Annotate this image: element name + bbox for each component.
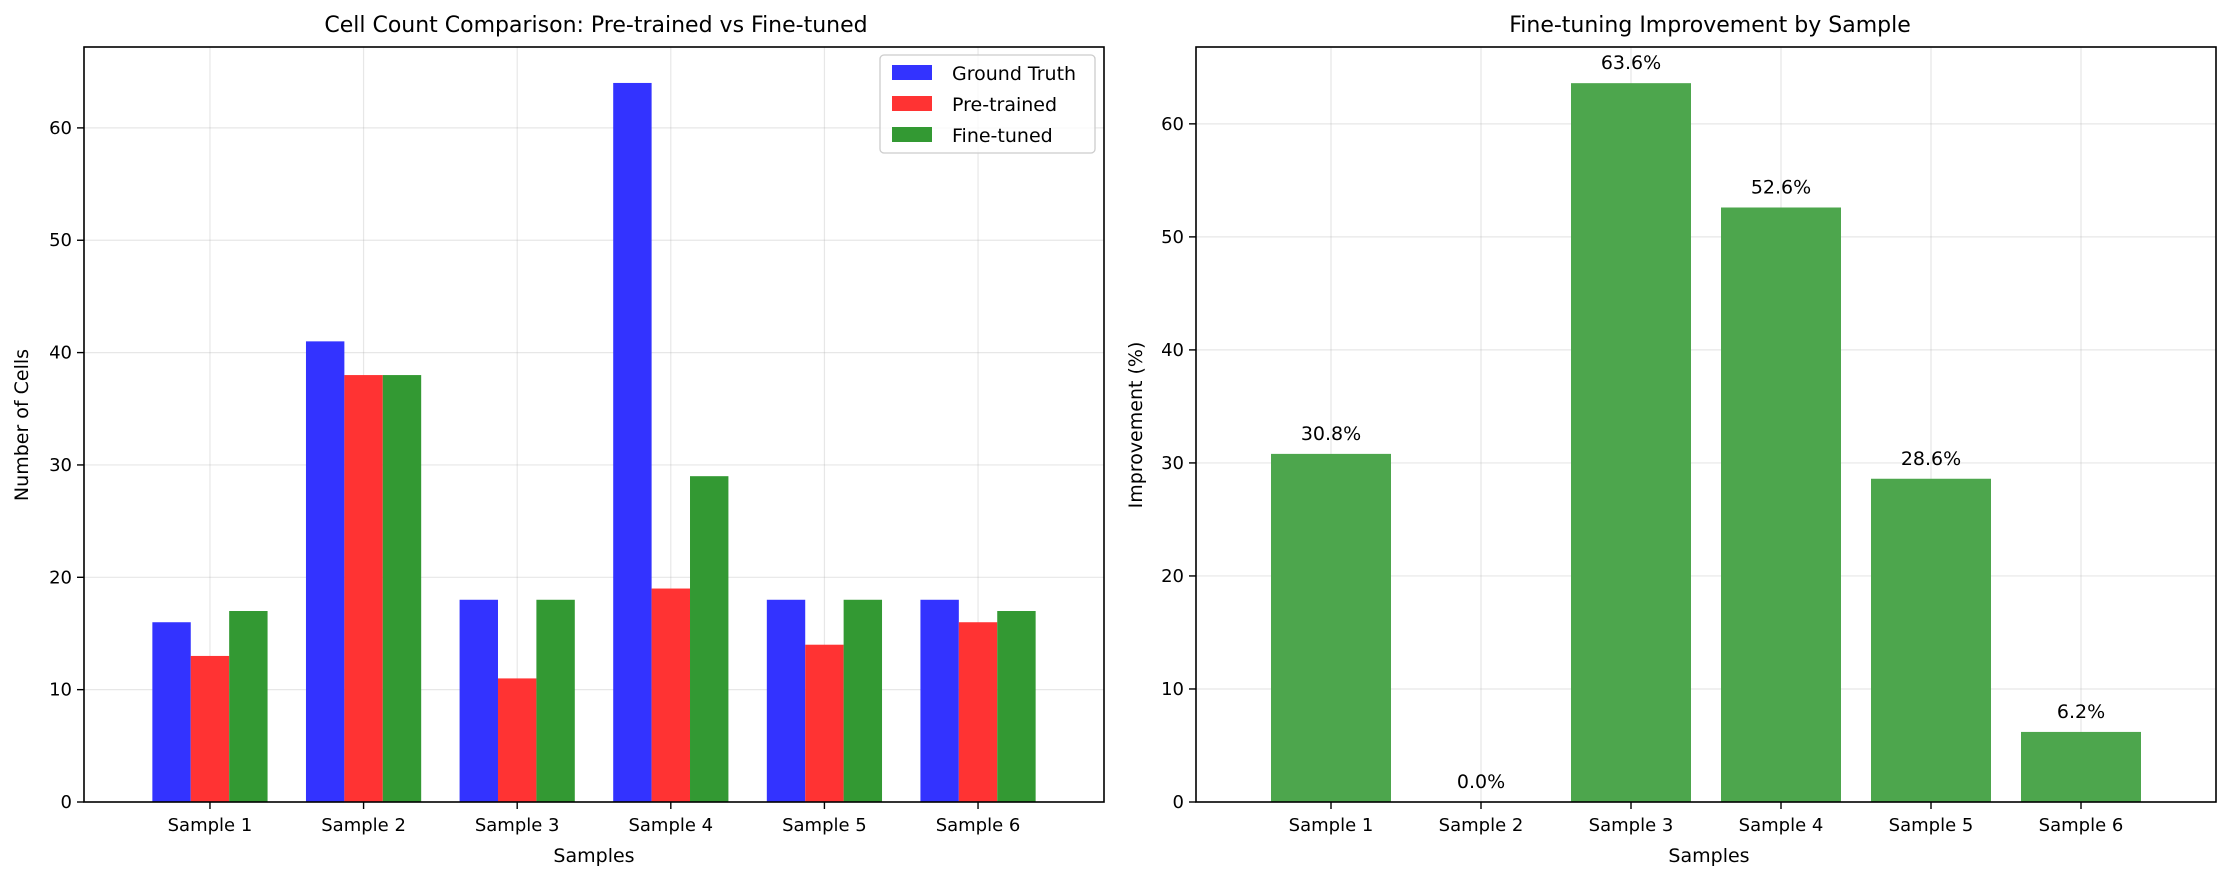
bar-improvement-sample-3 [1571, 83, 1691, 802]
y-tick-label: 50 [1161, 227, 1184, 248]
x-tick-label: Sample 6 [2039, 815, 2124, 836]
cell-count-chart: Cell Count Comparison: Pre-trained vs Fi… [11, 13, 1105, 867]
data-label-sample-1: 30.8% [1301, 423, 1361, 445]
bar-pre-trained-sample-5 [805, 644, 844, 802]
bar-ground-truth-sample-6 [920, 599, 959, 802]
data-label-sample-3: 63.6% [1601, 52, 1661, 74]
data-label-sample-6: 6.2% [2057, 701, 2105, 723]
y-tick-label: 0 [1173, 792, 1184, 813]
y-tick-label: 30 [1161, 453, 1184, 474]
bar-fine-tuned-sample-1 [229, 611, 268, 802]
bar-ground-truth-sample-5 [766, 599, 806, 802]
bar-improvement-sample-5 [1871, 478, 1991, 802]
bar-ground-truth-sample-1 [152, 622, 191, 802]
bar-pre-trained-sample-6 [958, 622, 998, 802]
bar-fine-tuned-sample-3 [536, 599, 575, 802]
bar-improvement-sample-1 [1271, 453, 1391, 802]
data-label-sample-4: 52.6% [1751, 176, 1811, 198]
y-tick-label: 40 [1161, 340, 1184, 361]
y-tick-label: 0 [61, 792, 72, 813]
x-axis-ticks: Sample 1 Sample 2 Sample 3 Sample 4 Sample 5… [168, 802, 1021, 836]
x-axis-label: Samples [553, 845, 634, 867]
y-axis-ticks: 0 10 20 30 40 50 60 [1161, 114, 1196, 813]
plot-area-frame [1195, 46, 2217, 803]
y-axis-label: Improvement (%) [1125, 342, 1147, 509]
bar-improvement-sample-6 [2021, 731, 2141, 802]
legend-label-fine-tuned: Fine-tuned [952, 125, 1053, 147]
data-labels: 30.8% 0.0% 63.6% 52.6% 28.6% 6.2% [1301, 52, 2105, 793]
x-tick-label: Sample 6 [936, 815, 1021, 836]
bars [1271, 83, 2141, 802]
x-tick-label: Sample 3 [475, 815, 560, 836]
y-tick-label: 10 [49, 680, 72, 701]
y-tick-label: 20 [49, 567, 72, 588]
x-tick-label: Sample 4 [1739, 815, 1824, 836]
legend-label-pre-trained: Pre-trained [952, 94, 1057, 116]
data-label-sample-2: 0.0% [1457, 771, 1505, 793]
bar-fine-tuned-sample-5 [843, 599, 883, 802]
x-axis-label: Samples [1668, 845, 1749, 867]
legend-swatch-pre-trained [892, 96, 932, 111]
y-tick-label: 20 [1161, 566, 1184, 587]
bar-ground-truth-sample-3 [459, 599, 498, 802]
x-tick-label: Sample 5 [1889, 815, 1974, 836]
y-axis-label: Number of Cells [11, 349, 33, 501]
x-axis-ticks: Sample 1 Sample 2 Sample 3 Sample 4 Sample 5… [1289, 802, 2124, 836]
legend-label-ground-truth: Ground Truth [952, 63, 1076, 85]
bar-pre-trained-sample-4 [651, 588, 691, 802]
bars [152, 82, 1036, 802]
x-tick-label: Sample 4 [628, 815, 713, 836]
bar-pre-trained-sample-3 [497, 678, 537, 802]
y-tick-label: 10 [1161, 679, 1184, 700]
bar-pre-trained-sample-1 [190, 655, 230, 802]
bar-ground-truth-sample-4 [613, 82, 652, 802]
data-label-sample-5: 28.6% [1901, 448, 1961, 470]
legend-frame [879, 54, 1096, 154]
chart-title: Fine-tuning Improvement by Sample [1509, 13, 1911, 38]
bar-improvement-sample-4 [1721, 207, 1841, 802]
legend-swatch-fine-tuned [892, 127, 932, 142]
y-tick-label: 30 [49, 455, 72, 476]
x-tick-label: Sample 1 [1289, 815, 1374, 836]
bar-fine-tuned-sample-6 [997, 611, 1036, 802]
x-tick-label: Sample 2 [1439, 815, 1524, 836]
bar-fine-tuned-sample-2 [382, 375, 422, 802]
x-tick-label: Sample 5 [782, 815, 867, 836]
improvement-chart: Fine-tuning Improvement by Sample 30.8% 0… [1125, 13, 2217, 867]
x-tick-label: Sample 2 [321, 815, 406, 836]
y-axis-ticks: 0 10 20 30 40 50 60 [49, 118, 84, 813]
y-tick-label: 50 [49, 230, 72, 251]
y-tick-label: 60 [1161, 114, 1184, 135]
bar-fine-tuned-sample-4 [690, 476, 729, 802]
bar-pre-trained-sample-2 [344, 375, 383, 802]
bar-ground-truth-sample-2 [305, 341, 345, 802]
chart-title: Cell Count Comparison: Pre-trained vs Fi… [324, 13, 867, 38]
y-tick-label: 60 [49, 118, 72, 139]
legend: Ground Truth Pre-trained Fine-tuned [879, 54, 1096, 154]
y-tick-label: 40 [49, 343, 72, 364]
plot-area-frame [83, 46, 1105, 803]
x-tick-label: Sample 3 [1589, 815, 1674, 836]
x-tick-label: Sample 1 [168, 815, 253, 836]
legend-swatch-ground-truth [892, 65, 932, 80]
